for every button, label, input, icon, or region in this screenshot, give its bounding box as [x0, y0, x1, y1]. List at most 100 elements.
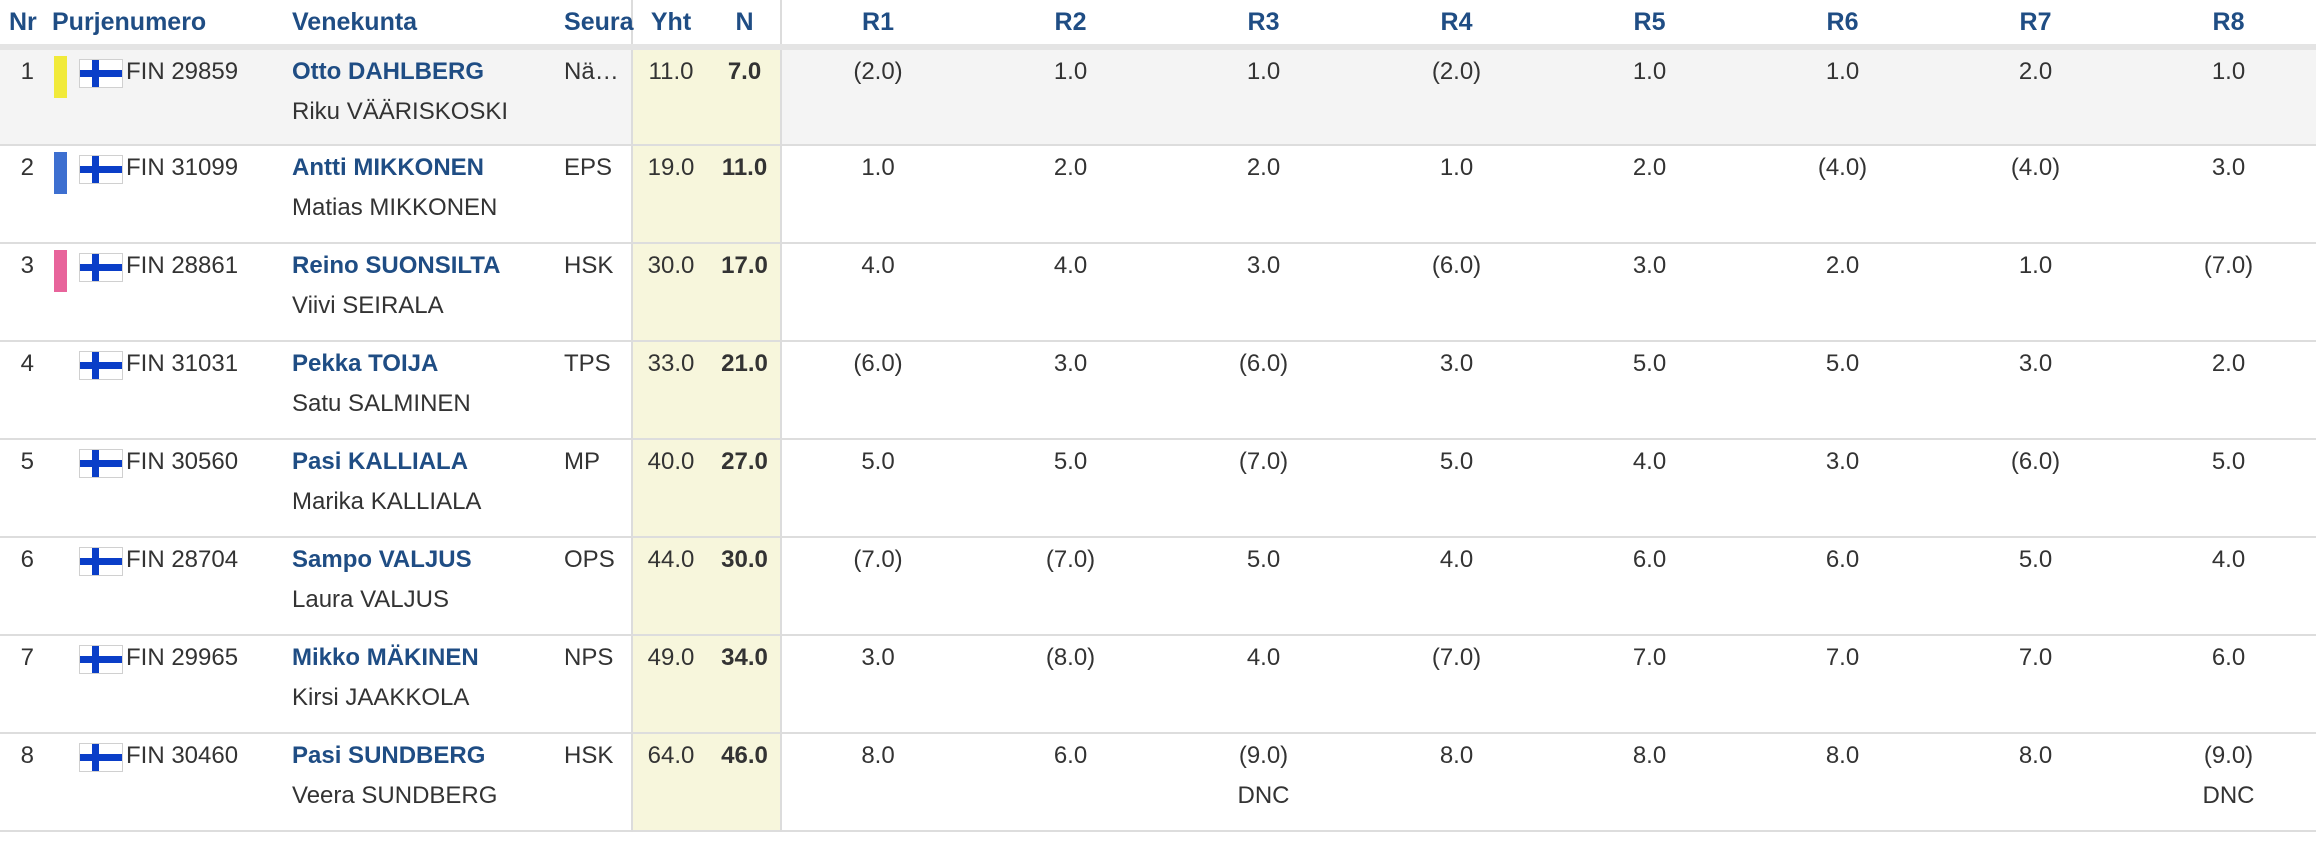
crew-cell: Pekka TOIJA Satu SALMINEN — [292, 341, 564, 439]
finland-flag-icon — [80, 450, 122, 477]
table-row[interactable]: 5 FIN 30560 Pasi KALLIALA Marika KALLIALA MP… — [0, 439, 2316, 537]
finland-flag-icon — [80, 548, 122, 575]
skipper-name-link[interactable]: Reino SUONSILTA — [292, 252, 501, 279]
crew-cell: Pasi SUNDBERG Veera SUNDBERG — [292, 733, 564, 831]
medal-color-swatch — [54, 544, 67, 586]
race-score-cell: (9.0) DNC — [1167, 733, 1360, 831]
race-score-cell: 3.0 — [2132, 145, 2316, 243]
table-row[interactable]: 4 FIN 31031 Pekka TOIJA Satu SALMINEN TPS 33.… — [0, 341, 2316, 439]
race-score: 3.0 — [1053, 350, 1088, 377]
race-score: 4.0 — [1439, 546, 1474, 573]
net-points-cell: 21.0 — [709, 341, 783, 439]
race-score-cell: 2.0 — [1746, 243, 1939, 341]
race-score: 3.0 — [2211, 154, 2246, 181]
race-score-cell: 5.0 — [1553, 341, 1746, 439]
race-score: 7.0 — [1632, 644, 1667, 671]
total-points-cell: 33.0 — [631, 341, 710, 439]
total-points-cell: 11.0 — [631, 47, 710, 145]
race-score-cell: 1.0 — [1553, 47, 1746, 145]
skipper-name-link[interactable]: Mikko MÄKINEN — [292, 644, 479, 671]
header-race-r8[interactable]: R8 — [2132, 0, 2316, 50]
race-score: (6.0) — [853, 350, 903, 377]
header-net[interactable]: N — [709, 0, 783, 50]
net-points-cell: 30.0 — [709, 537, 783, 635]
rank-cell: 6 — [20, 546, 34, 573]
race-score-cell: 1.0 — [781, 145, 974, 243]
race-score: 5.0 — [1632, 350, 1667, 377]
race-score-cell: (6.0) — [1167, 341, 1360, 439]
skipper-name-link[interactable]: Pekka TOIJA — [292, 350, 439, 377]
medal-color-cell — [44, 635, 76, 733]
header-boat[interactable]: Venekunta — [292, 0, 565, 50]
club-cell: MP — [564, 448, 601, 475]
race-score-cell: (8.0) — [974, 635, 1167, 733]
table-row[interactable]: 1 FIN 29859 Otto DAHLBERG Riku VÄÄRISKOSKI N… — [0, 47, 2316, 145]
header-race-r4[interactable]: R4 — [1360, 0, 1554, 50]
race-score-cell: 3.0 — [1939, 341, 2132, 439]
race-score-cell: 5.0 — [974, 439, 1167, 537]
header-nr[interactable]: Nr — [0, 0, 44, 50]
header-race-r2[interactable]: R2 — [974, 0, 1168, 50]
skipper-name-link[interactable]: Otto DAHLBERG — [292, 58, 484, 85]
race-score-cell: 8.0 — [1939, 733, 2132, 831]
flag-cell — [76, 341, 126, 439]
race-score-cell: 1.0 — [1939, 243, 2132, 341]
skipper-name-link[interactable]: Sampo VALJUS — [292, 546, 472, 573]
header-race-r7[interactable]: R7 — [1939, 0, 2133, 50]
race-score-cell: 5.0 — [2132, 439, 2316, 537]
race-score-cell: 2.0 — [974, 145, 1167, 243]
rank-cell: 5 — [20, 448, 34, 475]
race-score: 5.0 — [1439, 448, 1474, 475]
race-score: 4.0 — [1632, 448, 1667, 475]
race-score-cell: (2.0) — [1360, 47, 1553, 145]
header-race-r6[interactable]: R6 — [1746, 0, 1940, 50]
club-cell: OPS — [564, 546, 615, 573]
header-race-r1[interactable]: R1 — [781, 0, 975, 50]
race-score: 7.0 — [2018, 644, 2053, 671]
table-row[interactable]: 2 FIN 31099 Antti MIKKONEN Matias MIKKONEN E… — [0, 145, 2316, 243]
table-row[interactable]: 8 FIN 30460 Pasi SUNDBERG Veera SUNDBERG HSK… — [0, 733, 2316, 831]
skipper-name-link[interactable]: Pasi KALLIALA — [292, 448, 469, 475]
medal-color-swatch — [54, 642, 67, 684]
medal-color-swatch — [54, 446, 67, 488]
race-score: 2.0 — [1053, 154, 1088, 181]
header-total[interactable]: Yht — [631, 0, 710, 50]
sail-number-cell: FIN 28861 — [126, 252, 239, 279]
table-row[interactable]: 7 FIN 29965 Mikko MÄKINEN Kirsi JAAKKOLA NPS… — [0, 635, 2316, 733]
race-score: 5.0 — [1053, 448, 1088, 475]
net-points-cell: 7.0 — [709, 47, 783, 145]
race-score-cell: 2.0 — [1167, 145, 1360, 243]
table-row[interactable]: 3 FIN 28861 Reino SUONSILTA Viivi SEIRALA HS… — [0, 243, 2316, 341]
crew-cell: Mikko MÄKINEN Kirsi JAAKKOLA — [292, 635, 564, 733]
race-score: 1.0 — [1053, 58, 1088, 85]
crew-member-name: Laura VALJUS — [292, 586, 449, 613]
club-cell: NPS — [564, 644, 614, 671]
race-score: 5.0 — [2211, 448, 2246, 475]
race-score-cell: 1.0 — [1360, 145, 1553, 243]
finland-flag-icon — [80, 156, 122, 183]
flag-cell — [76, 635, 126, 733]
rank-cell: 2 — [20, 154, 34, 181]
crew-cell: Otto DAHLBERG Riku VÄÄRISKOSKI — [292, 47, 564, 145]
flag-cell — [76, 733, 126, 831]
flag-cell — [76, 439, 126, 537]
medal-color-swatch — [53, 152, 67, 194]
medal-color-swatch — [54, 348, 67, 390]
skipper-name-link[interactable]: Antti MIKKONEN — [292, 154, 484, 181]
header-club[interactable]: Seura — [564, 0, 634, 50]
race-score: 2.0 — [2018, 58, 2053, 85]
header-race-r3[interactable]: R3 — [1167, 0, 1361, 50]
table-row[interactable]: 6 FIN 28704 Sampo VALJUS Laura VALJUS OPS 44.… — [0, 537, 2316, 635]
skipper-name-link[interactable]: Pasi SUNDBERG — [292, 742, 486, 769]
race-score: (4.0) — [2010, 154, 2061, 181]
net-points-cell: 17.0 — [709, 243, 783, 341]
header-race-r5[interactable]: R5 — [1553, 0, 1747, 50]
total-points-cell: 40.0 — [631, 439, 710, 537]
race-penalty-code: DNC — [2202, 782, 2255, 809]
race-score: 8.0 — [1825, 742, 1860, 769]
header-sail-number[interactable]: Purjenumero — [44, 0, 293, 50]
race-score: 8.0 — [1439, 742, 1474, 769]
race-score: 5.0 — [2018, 546, 2053, 573]
flag-cell — [76, 47, 126, 145]
race-score-cell: 3.0 — [1167, 243, 1360, 341]
